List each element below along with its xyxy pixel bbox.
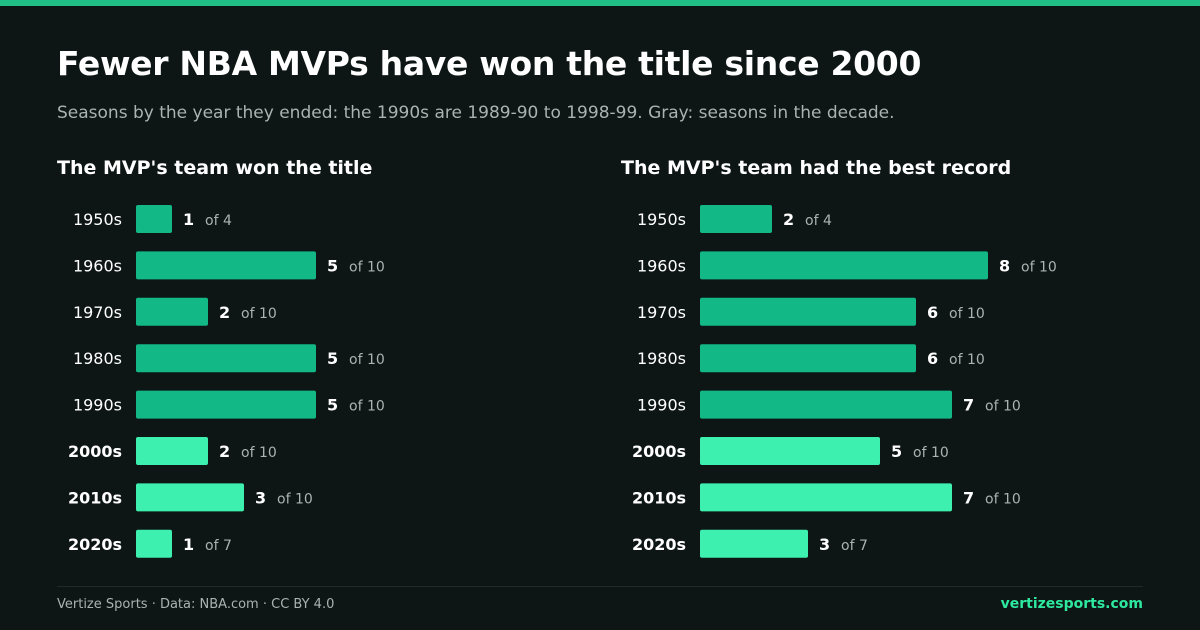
won-title-bar — [136, 297, 208, 326]
title-winners-bar-chart: 1950s 1 of 4 1960s 5 of 10 1970s 2 of 10 1980s 5 of… — [68, 205, 385, 558]
won-title-total-label: of 10 — [241, 306, 277, 322]
won-title-value-label: 1 — [183, 210, 194, 229]
best-record-total-label: of 4 — [805, 213, 832, 229]
best-record-category-label: 2020s — [632, 535, 686, 554]
best-record-value-label: 5 — [891, 442, 902, 461]
won-title-total-label: of 10 — [241, 445, 277, 461]
best-record-total-label: of 10 — [985, 399, 1021, 415]
won-title-category-label: 2000s — [68, 442, 122, 461]
won-title-category-label: 1990s — [73, 396, 122, 415]
won-title-total-label: of 10 — [349, 399, 385, 415]
best-record-total-label: of 10 — [949, 306, 985, 322]
won-title-bar — [136, 344, 316, 373]
best-record-category-label: 2000s — [632, 442, 686, 461]
best-record-bar — [700, 251, 988, 280]
best-record-bar-chart: 1950s 2 of 4 1960s 8 of 10 1970s 6 of 10 1980s 6 of… — [632, 205, 1057, 558]
won-title-total-label: of 10 — [349, 352, 385, 368]
won-title-category-label: 1970s — [73, 303, 122, 322]
best-record-value-label: 2 — [783, 210, 794, 229]
best-record-category-label: 1990s — [637, 396, 686, 415]
best-record-value-label: 8 — [999, 256, 1010, 275]
page-subtitle: Seasons by the year they ended: the 1990… — [57, 103, 895, 123]
won-title-total-label: of 10 — [277, 491, 313, 507]
won-title-bar — [136, 483, 244, 512]
won-title-total-label: of 4 — [205, 213, 232, 229]
footer-credit: Vertize Sports · Data: NBA.com · CC BY 4… — [57, 597, 335, 612]
best-record-total-label: of 10 — [1021, 259, 1057, 275]
won-title-total-label: of 10 — [349, 259, 385, 275]
best-record-category-label: 1980s — [637, 349, 686, 368]
won-title-value-label: 1 — [183, 535, 194, 554]
best-record-bar — [700, 529, 808, 558]
won-title-category-label: 2010s — [68, 488, 122, 507]
best-record-bar — [700, 344, 916, 373]
best-record-total-label: of 10 — [913, 445, 949, 461]
best-record-value-label: 3 — [819, 535, 830, 554]
won-title-bar — [136, 390, 316, 419]
best-record-bar — [700, 390, 952, 419]
best-record-category-label: 1970s — [637, 303, 686, 322]
won-title-value-label: 5 — [327, 396, 338, 415]
best-record-value-label: 7 — [963, 396, 974, 415]
best-record-category-label: 1960s — [637, 256, 686, 275]
best-record-total-label: of 7 — [841, 538, 868, 554]
won-title-value-label: 2 — [219, 303, 230, 322]
best-record-value-label: 6 — [927, 349, 938, 368]
won-title-category-label: 1980s — [73, 349, 122, 368]
best-record-bar — [700, 297, 916, 326]
won-title-bar — [136, 529, 172, 558]
best-record-bar — [700, 205, 772, 233]
won-title-category-label: 1950s — [73, 210, 122, 229]
best-record-total-label: of 10 — [949, 352, 985, 368]
won-title-category-label: 1960s — [73, 256, 122, 275]
won-title-value-label: 2 — [219, 442, 230, 461]
won-title-total-label: of 7 — [205, 538, 232, 554]
best-record-value-label: 7 — [963, 488, 974, 507]
won-title-value-label: 5 — [327, 349, 338, 368]
footer-divider — [57, 586, 1143, 587]
best-record-bar — [700, 483, 952, 512]
page-title: Fewer NBA MVPs have won the title since … — [57, 44, 922, 83]
best-record-total-label: of 10 — [985, 491, 1021, 507]
left-chart-title: The MVP's team won the title — [57, 157, 373, 179]
won-title-bar — [136, 205, 172, 233]
won-title-value-label: 5 — [327, 256, 338, 275]
best-record-bar — [700, 437, 880, 465]
best-record-category-label: 1950s — [637, 210, 686, 229]
best-record-value-label: 6 — [927, 303, 938, 322]
won-title-bar — [136, 437, 208, 465]
won-title-category-label: 2020s — [68, 535, 122, 554]
won-title-value-label: 3 — [255, 488, 266, 507]
best-record-category-label: 2010s — [632, 488, 686, 507]
footer-site-link[interactable]: vertizesports.com — [1000, 596, 1143, 612]
right-chart-title: The MVP's team had the best record — [621, 157, 1012, 179]
accent-top-bar — [0, 0, 1200, 6]
won-title-bar — [136, 251, 316, 280]
